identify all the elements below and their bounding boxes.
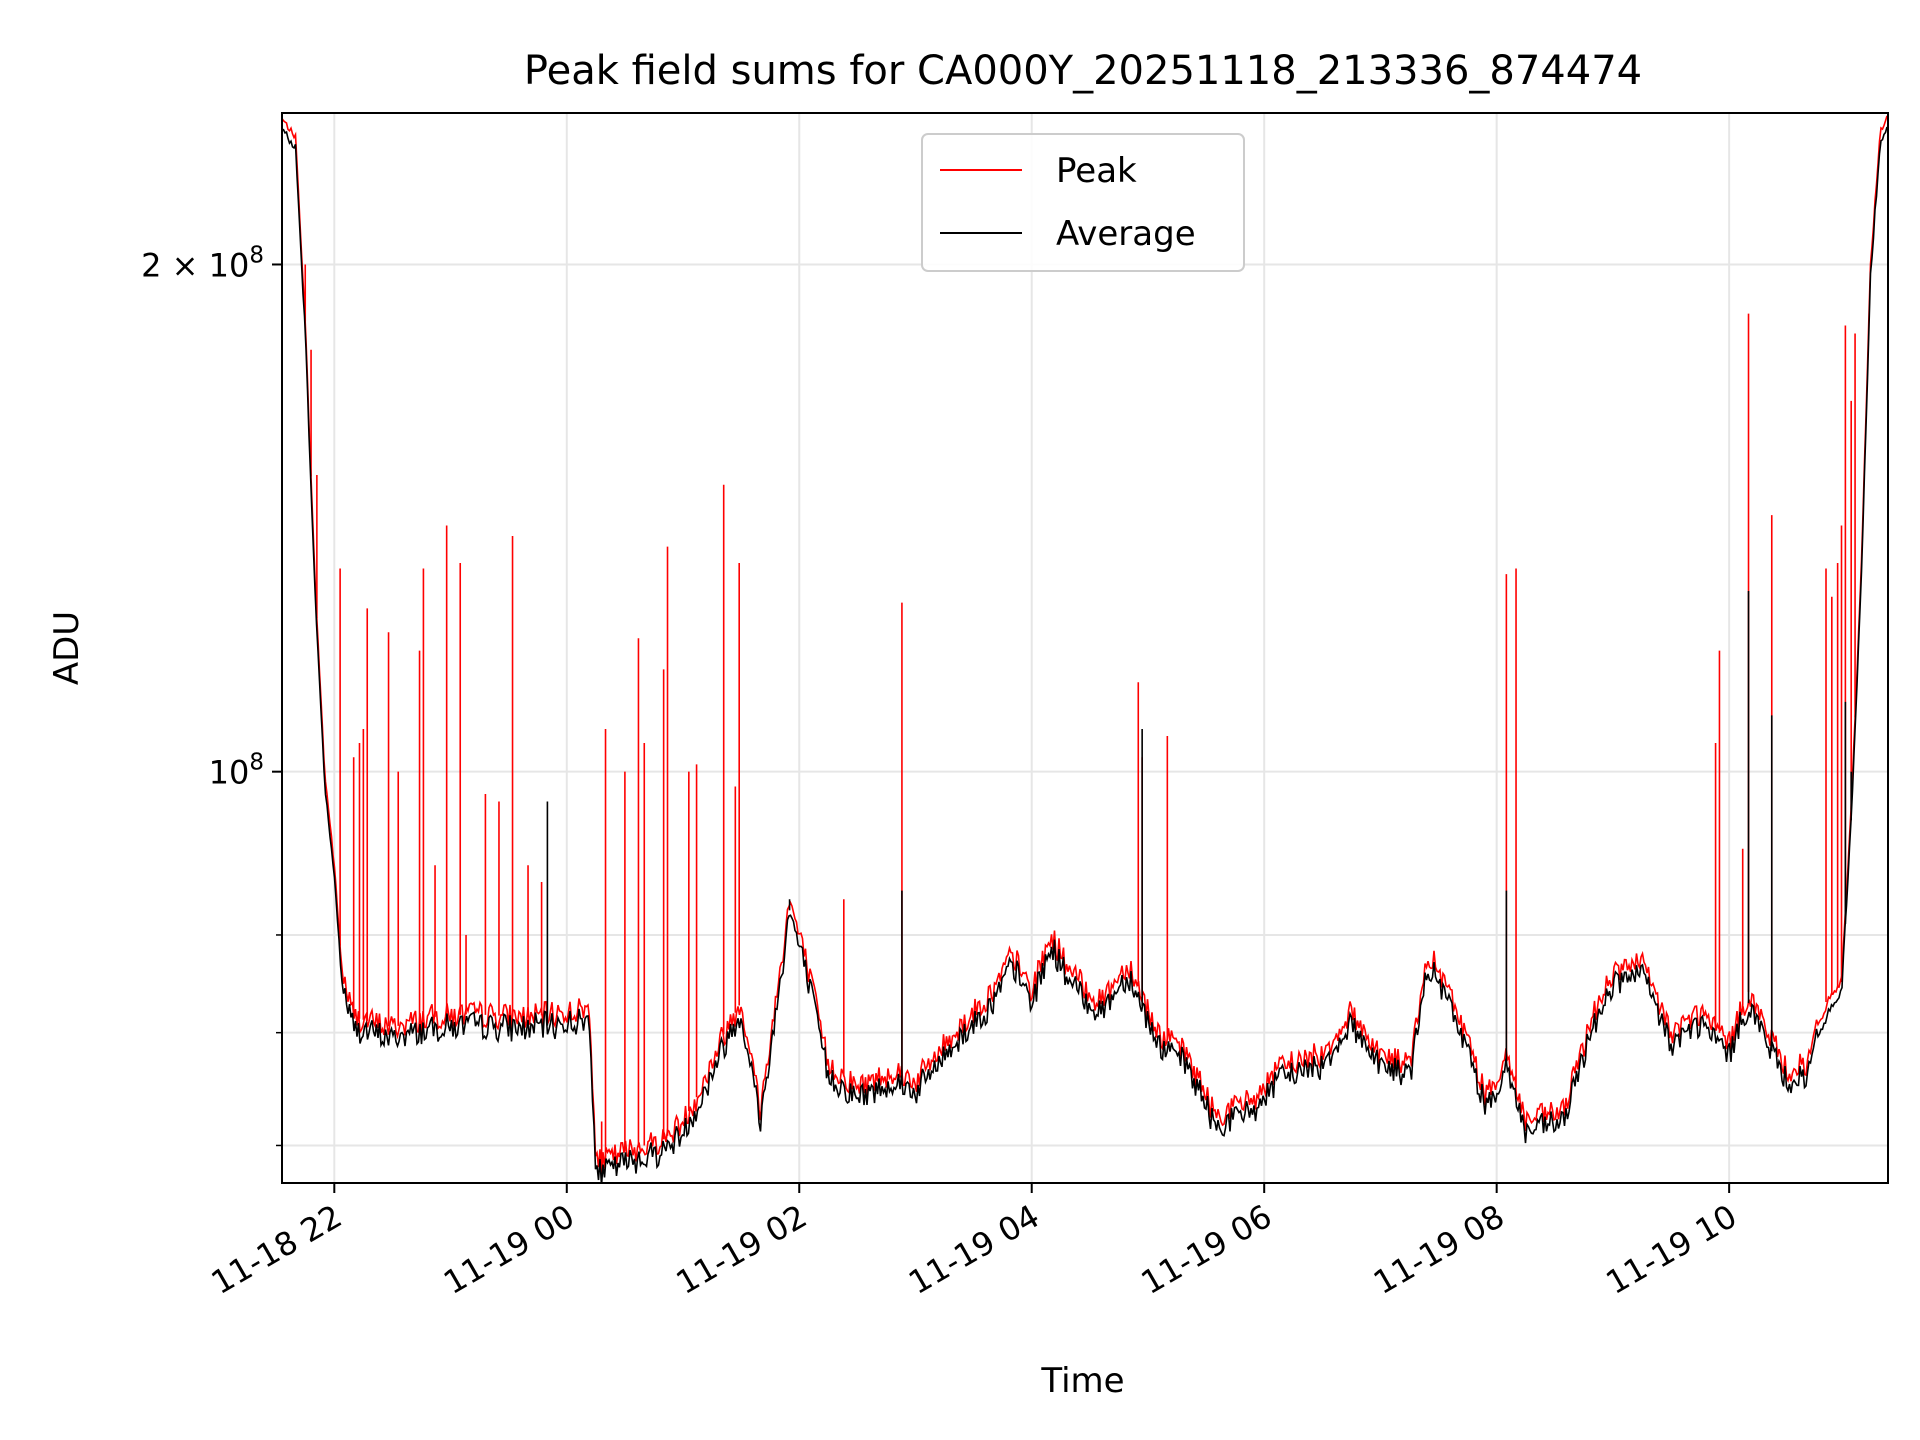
legend-average-label: Average <box>1056 214 1196 254</box>
chart-title: Peak field sums for CA000Y_20251118_2133… <box>524 48 1642 94</box>
x-tick-label: 11-19 02 <box>670 1197 814 1302</box>
x-tick-label: 11-19 04 <box>902 1197 1046 1302</box>
x-tick-label: 11-19 06 <box>1135 1197 1279 1302</box>
legend-box <box>921 133 1245 272</box>
series-spikes-average <box>546 591 1852 1085</box>
y-tick-label: 108 <box>209 750 264 792</box>
legend-peak-label: Peak <box>1056 151 1137 191</box>
legend: Peak Average <box>921 133 1245 272</box>
plot-frame <box>281 112 1889 1184</box>
x-axis-ticks: 11-18 22 11-19 00 11-19 02 11-19 04 11-19 06… <box>205 1183 1743 1302</box>
x-tick-label: 11-19 00 <box>437 1197 581 1302</box>
series-line-average <box>282 126 1888 1183</box>
y-tick-label: 2 × 108 <box>141 242 264 284</box>
x-tick-label: 11-18 22 <box>205 1197 349 1302</box>
y-axis-label: ADU <box>47 611 87 685</box>
x-tick-label: 11-19 08 <box>1367 1197 1511 1302</box>
x-tick-label: 11-19 10 <box>1600 1197 1744 1302</box>
series-spikes-peak <box>304 264 1856 1162</box>
y-axis-ticks: 108 2 × 108 <box>141 242 282 1147</box>
x-axis-label: Time <box>1040 1361 1124 1401</box>
series-line-peak <box>282 115 1888 1175</box>
